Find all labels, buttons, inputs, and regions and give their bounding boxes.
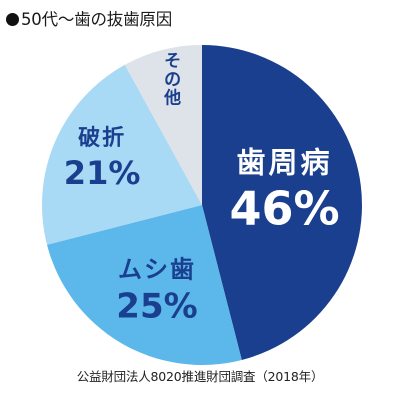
pie-label-name-2: ムシ歯 xyxy=(118,255,196,283)
pie-label-name-1: 歯周病 xyxy=(236,146,332,180)
pie-slices xyxy=(42,45,362,365)
chart-source-note: 公益財団法人8020推進財団調査（2018年） xyxy=(76,369,324,384)
chart-title: 50代〜歯の抜歯原因 xyxy=(6,9,172,31)
pie-label-value-3: 21% xyxy=(64,154,141,192)
pie-slice-4 xyxy=(124,45,202,205)
pie-label-value-2: 25% xyxy=(116,286,197,326)
pie-slice-1 xyxy=(202,45,362,360)
pie-label-name-4: その他 xyxy=(163,51,181,108)
pie-slice-2 xyxy=(47,205,242,365)
bullet-dot-icon xyxy=(6,13,19,26)
pie-slice-3 xyxy=(42,64,202,245)
pie-label-name-3: 破折 xyxy=(78,125,126,151)
chart-title-text: 50代〜歯の抜歯原因 xyxy=(21,10,172,29)
pie-label-value-1: 46% xyxy=(229,182,339,236)
